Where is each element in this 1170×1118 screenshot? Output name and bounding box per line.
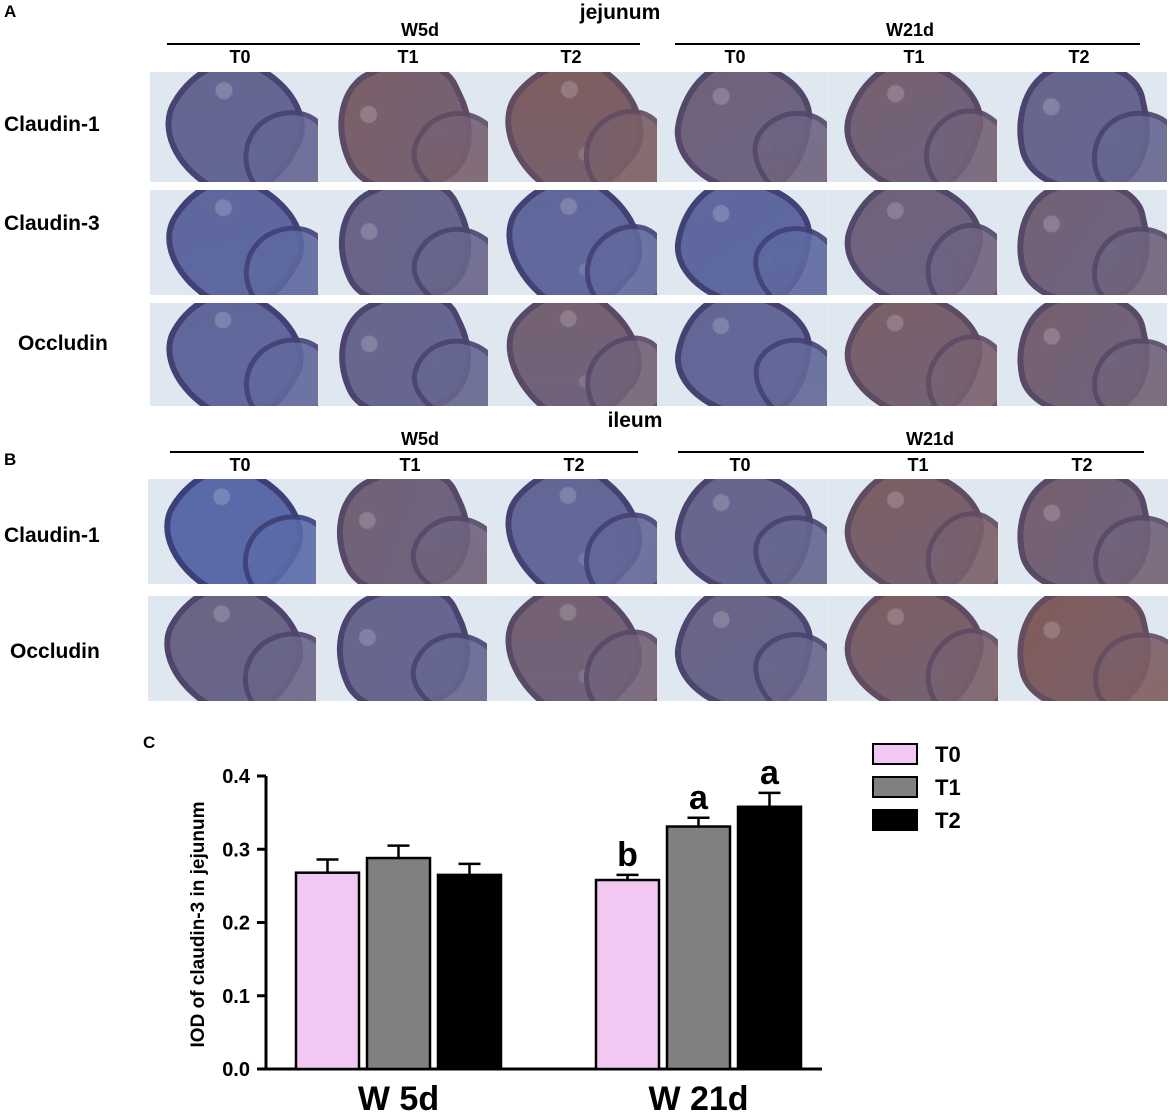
x-category-label: W 5d	[358, 1080, 439, 1118]
panel-b-image-row-claudin-1-tile-5	[829, 479, 998, 584]
panel-a-image-row-claudin-3-tile-4	[659, 190, 828, 295]
bar-t0	[294, 871, 361, 1071]
panel-a-image-row-claudin-3-tile-1	[150, 190, 318, 295]
panel-b-letter: B	[4, 450, 17, 469]
panel-a-col-t1-w21d: T1	[903, 47, 925, 67]
bar-t0	[594, 878, 661, 1071]
panel-a-image-row-occludin	[150, 303, 1167, 406]
panel-a-image-row-claudin-3	[150, 190, 1167, 295]
legend-swatch-t0	[872, 743, 918, 765]
bar-t2	[736, 805, 803, 1071]
significance-letter: a	[689, 779, 709, 817]
panel-a-image-row-occludin-tile-4	[659, 303, 828, 406]
bar-t2	[436, 873, 503, 1071]
panel-b-image-row-claudin-1-tile-6	[999, 479, 1168, 584]
panel-b-image-row-claudin-1-tile-1	[148, 479, 317, 584]
x-category-label: W 21d	[648, 1080, 748, 1118]
panel-a-group-w21d: W21d	[885, 20, 934, 40]
panel-a-image-row-claudin-3-tile-6	[999, 190, 1167, 295]
significance-letter: b	[617, 836, 638, 874]
panel-a-image-row-occludin-tile-6	[999, 303, 1167, 406]
panel-b-image-row-occludin	[148, 596, 1168, 701]
panel-b-row-claudin-1: Claudin-1	[4, 524, 100, 547]
panel-a-image-row-claudin-1-tile-1	[150, 72, 318, 182]
panel-a-image-row-occludin-tile-3	[489, 303, 658, 406]
panel-a-group-line-w21d	[675, 43, 1140, 45]
panel-a-group-line-w5d	[167, 43, 640, 45]
panel-a-image-row-claudin-3-tile-3	[489, 190, 658, 295]
panel-a-col-t1-w5d: T1	[397, 47, 419, 67]
panel-b-image-row-occludin-tile-4	[658, 596, 828, 701]
panel-a-group-w5d: W5d	[401, 20, 439, 40]
panel-b-image-row-occludin-tile-5	[829, 596, 998, 701]
panel-b-col-t0-w21d: T0	[729, 455, 751, 475]
panel-a-row-occludin: Occludin	[18, 332, 108, 355]
panel-b-image-row-occludin-tile-6	[999, 596, 1168, 701]
panel-a-image-row-occludin-tile-1	[150, 303, 318, 406]
y-tick-label: 0.4	[222, 766, 251, 788]
y-tick-label: 0.3	[222, 839, 250, 861]
panel-b-image-row-claudin-1-tile-3	[488, 479, 657, 584]
panel-b-row-occludin: Occludin	[10, 640, 100, 663]
panel-a-image-row-claudin-3-tile-5	[829, 190, 998, 295]
panel-a-image-row-occludin-tile-5	[829, 303, 998, 406]
panel-b-col-t2-w21d: T2	[1071, 455, 1093, 475]
panel-a-col-t2-w5d: T2	[560, 47, 582, 67]
panel-b-image-row-occludin-tile-2	[318, 596, 487, 701]
panel-a-image-row-claudin-1-tile-3	[489, 72, 658, 182]
panel-b-group-w5d: W5d	[401, 429, 439, 449]
panel-b-col-t2-w5d: T2	[563, 455, 585, 475]
panel-b-tissue-title: ileum	[607, 409, 663, 432]
significance-letter: a	[760, 754, 780, 792]
panel-a-tissue-title: jejunum	[579, 1, 661, 24]
panel-a-image-row-claudin-1-tile-4	[659, 72, 828, 182]
panel-a-image-row-claudin-1-tile-5	[829, 72, 998, 182]
bar-t1	[365, 856, 432, 1071]
panel-b-col-t1-w21d: T1	[907, 455, 929, 475]
y-axis-label: IOD of claudin-3 in jejunum	[188, 802, 209, 1048]
legend-swatch-t1	[872, 776, 918, 798]
panel-a-image-row-claudin-1-tile-2	[319, 72, 488, 182]
y-tick-label: 0.0	[222, 1059, 250, 1081]
panel-b-image-row-occludin-tile-3	[488, 596, 657, 701]
panel-c-letter: C	[143, 733, 156, 752]
panel-a-col-t2-w21d: T2	[1068, 47, 1090, 67]
panel-b-col-t0-w5d: T0	[229, 455, 251, 475]
bar-t1	[665, 825, 732, 1071]
panel-b-image-row-occludin-tile-1	[148, 596, 317, 701]
panel-a-row-claudin-1: Claudin-1	[4, 113, 100, 136]
panel-a-letter: A	[4, 2, 17, 21]
panel-a-col-t0-w5d: T0	[229, 47, 251, 67]
legend-swatch-t2	[872, 809, 918, 831]
panel-b-image-row-claudin-1-tile-2	[318, 479, 487, 584]
panel-b-group-line-w5d	[170, 451, 638, 453]
legend-label-t2: T2	[935, 808, 961, 833]
legend-label-t1: T1	[935, 775, 961, 800]
panel-b-col-t1-w5d: T1	[399, 455, 421, 475]
y-tick-label: 0.1	[222, 986, 250, 1008]
panel-b-image-row-claudin-1-tile-4	[658, 479, 828, 584]
panel-a-row-claudin-3: Claudin-3	[4, 212, 100, 235]
panel-a-col-t0-w21d: T0	[724, 47, 746, 67]
panel-a-image-row-claudin-1-tile-6	[999, 72, 1167, 182]
panel-a-image-row-claudin-1	[150, 72, 1167, 182]
panel-b-image-row-claudin-1	[148, 479, 1168, 584]
panel-a-image-row-claudin-3-tile-2	[319, 190, 488, 295]
panel-b-group-line-w21d	[678, 451, 1144, 453]
panel-b-group-w21d: W21d	[905, 429, 954, 449]
y-tick-label: 0.2	[222, 913, 250, 935]
legend-label-t0: T0	[935, 742, 961, 767]
panel-a-image-row-occludin-tile-2	[319, 303, 488, 406]
